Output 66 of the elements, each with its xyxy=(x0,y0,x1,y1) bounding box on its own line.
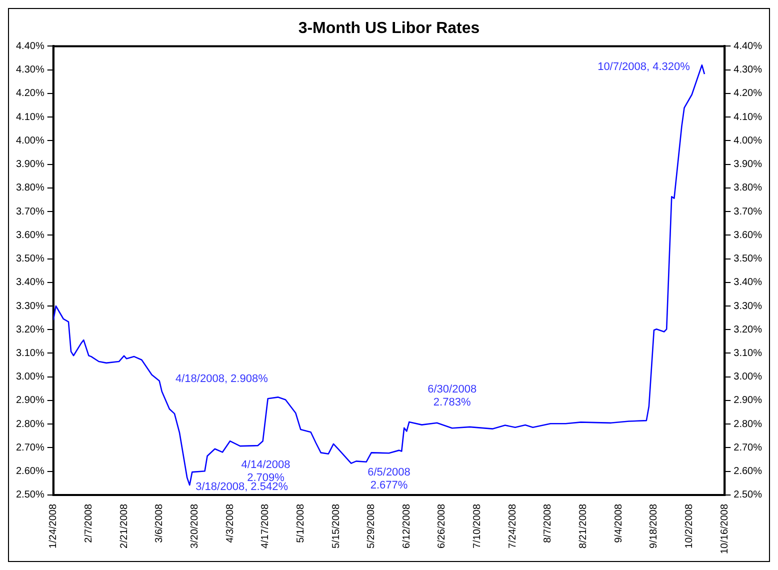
y2-tick-label: 2.50% xyxy=(734,490,762,501)
y-tick-label: 3.20% xyxy=(16,324,44,336)
y2-tick-label: 3.60% xyxy=(734,230,762,241)
y-tick-label: 3.00% xyxy=(16,372,44,383)
x-tick-label: 9/4/2008 xyxy=(613,504,624,543)
y-tick-label: 2.60% xyxy=(16,466,44,478)
x-tick-label: 5/15/2008 xyxy=(330,504,342,548)
x-tick-label: 8/21/2008 xyxy=(578,504,590,548)
y-tick-label: 4.00% xyxy=(16,135,44,146)
x-tick-label: 5/1/2008 xyxy=(295,504,306,543)
y-tick-label: 2.90% xyxy=(16,395,44,406)
x-tick-label: 3/6/2008 xyxy=(154,504,166,543)
y-tick-label: 3.60% xyxy=(16,230,44,241)
y-tick-label: 3.70% xyxy=(16,206,44,218)
x-tick-label: 7/10/2008 xyxy=(472,504,484,548)
y-tick-label: 3.40% xyxy=(16,277,44,288)
x-tick-label: 2/7/2008 xyxy=(83,504,94,543)
y-tick-label: 2.80% xyxy=(16,418,44,430)
y2-tick-label: 2.90% xyxy=(734,395,762,406)
y2-tick-label: 3.30% xyxy=(734,300,762,312)
y-tick-label: 3.90% xyxy=(16,159,44,170)
x-tick-label: 4/17/2008 xyxy=(260,504,272,548)
x-tick-label: 1/24/2008 xyxy=(48,504,60,548)
y-tick-label: 4.30% xyxy=(16,64,44,76)
y-tick-label: 4.10% xyxy=(16,112,44,123)
x-tick-label: 5/29/2008 xyxy=(366,504,378,548)
annotation: 3/18/2008, 2.542% xyxy=(196,481,288,494)
x-tick-label: 2/21/2008 xyxy=(118,504,130,548)
y2-tick-label: 3.80% xyxy=(734,182,762,194)
y2-tick-label: 2.60% xyxy=(734,466,762,478)
y2-tick-label: 2.70% xyxy=(734,442,762,454)
y2-tick-label: 4.40% xyxy=(734,40,762,52)
y-tick-label: 2.50% xyxy=(16,490,44,501)
x-tick-label: 9/18/2008 xyxy=(648,504,660,548)
chart-title: 3-Month US Libor Rates xyxy=(298,20,480,38)
x-tick-label: 3/20/2008 xyxy=(189,504,200,548)
annotation: 6/30/2008 2.783% xyxy=(428,384,477,409)
y2-tick-label: 4.00% xyxy=(734,135,762,146)
y2-tick-label: 3.70% xyxy=(734,206,762,218)
y-tick-label: 3.50% xyxy=(16,254,44,265)
y2-tick-label: 4.30% xyxy=(734,64,762,76)
x-tick-label: 7/24/2008 xyxy=(507,504,518,548)
y2-tick-label: 3.00% xyxy=(734,372,762,383)
x-tick-label: 4/3/2008 xyxy=(224,504,236,543)
y2-tick-label: 3.20% xyxy=(734,324,762,336)
annotation: 10/7/2008, 4.320% xyxy=(598,61,690,74)
y-tick-label: 4.40% xyxy=(16,40,44,52)
annotation: 6/5/2008 2.677% xyxy=(368,466,410,492)
x-tick-label: 6/12/2008 xyxy=(401,504,412,548)
y2-tick-label: 4.20% xyxy=(734,88,762,100)
y2-tick-label: 3.50% xyxy=(734,254,762,265)
y-tick-label: 4.20% xyxy=(16,88,44,100)
annotation: 4/18/2008, 2.908% xyxy=(176,373,268,386)
y2-tick-label: 3.10% xyxy=(734,348,762,359)
x-tick-label: 10/2/2008 xyxy=(684,504,696,548)
y2-tick-label: 3.90% xyxy=(734,159,762,170)
y-tick-label: 3.80% xyxy=(16,182,44,194)
y2-tick-label: 3.40% xyxy=(734,277,762,288)
y-tick-label: 3.10% xyxy=(16,348,44,359)
x-tick-label: 8/7/2008 xyxy=(542,504,554,543)
x-tick-label: 10/16/2008 xyxy=(719,504,730,554)
y2-tick-label: 4.10% xyxy=(734,112,762,123)
y-tick-label: 2.70% xyxy=(16,442,44,454)
y2-tick-label: 2.80% xyxy=(734,418,762,430)
y-tick-label: 3.30% xyxy=(16,300,44,312)
x-tick-label: 6/26/2008 xyxy=(436,504,448,548)
